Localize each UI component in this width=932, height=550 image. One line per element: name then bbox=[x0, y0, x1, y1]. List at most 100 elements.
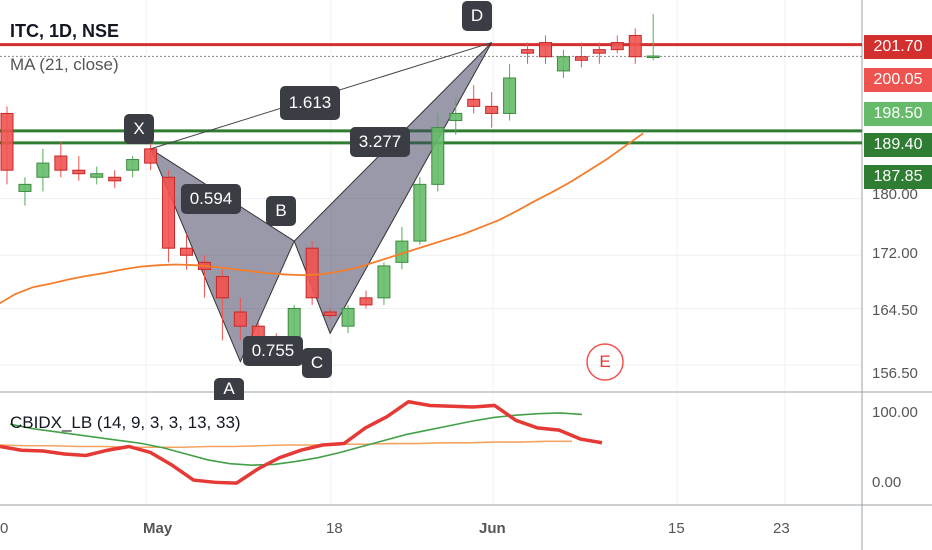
ma-legend[interactable]: MA (21, close) bbox=[10, 55, 119, 74]
candle bbox=[18, 177, 32, 206]
ma-polyline bbox=[0, 132, 644, 305]
candle-body bbox=[323, 311, 337, 317]
candle bbox=[646, 14, 660, 61]
ratio-label-bcd[interactable]: 3.277 bbox=[350, 127, 410, 157]
candle-body bbox=[556, 56, 570, 72]
candle-body bbox=[646, 55, 660, 59]
candle bbox=[556, 49, 570, 78]
price-tick: 164.50 bbox=[872, 302, 918, 319]
candle-body bbox=[233, 311, 247, 327]
candle-body bbox=[449, 112, 463, 122]
candle-body bbox=[215, 276, 229, 299]
candle bbox=[485, 92, 499, 128]
candle-body bbox=[377, 265, 391, 299]
candle-body bbox=[18, 183, 32, 192]
osc-fast-line bbox=[0, 399, 603, 485]
candle-body bbox=[485, 105, 499, 114]
symbol-title[interactable]: ITC, 1D, NSE bbox=[10, 21, 120, 41]
candle bbox=[467, 85, 481, 114]
candle-body bbox=[72, 169, 86, 175]
candle bbox=[54, 141, 68, 178]
candle-body bbox=[503, 77, 517, 114]
price-badge: 189.40 bbox=[864, 133, 932, 157]
candle-body bbox=[144, 148, 158, 164]
price-tick: 172.00 bbox=[872, 245, 918, 262]
candle bbox=[359, 290, 373, 309]
candle bbox=[574, 42, 588, 68]
candle-body bbox=[628, 34, 642, 58]
candle bbox=[0, 106, 14, 185]
candle bbox=[180, 234, 193, 270]
candle-body bbox=[180, 247, 193, 256]
pattern-point-c[interactable]: C bbox=[302, 348, 332, 378]
time-tick: 18 bbox=[326, 520, 343, 537]
candle-body bbox=[574, 56, 588, 61]
candle bbox=[126, 156, 140, 178]
candle bbox=[90, 166, 104, 185]
ratio-label-xab[interactable]: 0.594 bbox=[181, 184, 241, 214]
candle-body bbox=[90, 173, 104, 178]
candle bbox=[305, 241, 319, 305]
candle bbox=[413, 177, 427, 245]
candle bbox=[521, 42, 535, 64]
candle-body bbox=[413, 183, 427, 242]
price-badge: 201.70 bbox=[864, 35, 932, 59]
oscillator-tick: 100.00 bbox=[872, 404, 918, 421]
candle-body bbox=[610, 42, 624, 51]
candle-body bbox=[126, 159, 140, 171]
price-tick: 156.50 bbox=[872, 365, 918, 382]
pattern-point-x[interactable]: X bbox=[124, 114, 154, 144]
candle bbox=[36, 148, 50, 192]
candle-body bbox=[359, 297, 373, 306]
time-tick: May bbox=[143, 520, 173, 537]
time-tick: Jun bbox=[479, 520, 506, 537]
candle-body bbox=[305, 247, 319, 299]
candle-body bbox=[54, 155, 68, 171]
pattern-point-b[interactable]: B bbox=[266, 196, 296, 226]
candle bbox=[108, 170, 122, 188]
candle-body bbox=[539, 42, 552, 58]
candle bbox=[215, 269, 229, 341]
ratio-label-xad[interactable]: 1.613 bbox=[280, 86, 340, 120]
oscillator-legend[interactable]: CBIDX_LB (14, 9, 3, 3, 13, 33) bbox=[10, 413, 241, 432]
ratio-label-abc[interactable]: 0.755 bbox=[243, 336, 303, 366]
price-badge: 198.50 bbox=[864, 102, 932, 126]
candle-body bbox=[108, 176, 122, 182]
candle-body bbox=[36, 162, 50, 178]
candle bbox=[341, 304, 355, 334]
candle bbox=[395, 226, 409, 270]
candle-body bbox=[341, 307, 355, 327]
candle bbox=[628, 28, 642, 64]
candle-body bbox=[431, 127, 445, 185]
earnings-circle bbox=[586, 343, 624, 381]
oscillator-panel bbox=[0, 399, 603, 485]
price-badge: 187.85 bbox=[864, 165, 932, 189]
candle-body bbox=[162, 176, 176, 249]
osc-third-line bbox=[0, 440, 572, 449]
candle bbox=[144, 141, 158, 171]
candle bbox=[233, 297, 247, 341]
pattern-point-a[interactable]: A bbox=[214, 378, 244, 400]
candle bbox=[431, 113, 445, 192]
earnings-marker-label[interactable]: E bbox=[599, 352, 611, 371]
candle-body bbox=[592, 49, 606, 54]
time-tick: 0 bbox=[0, 520, 9, 537]
time-tick: 15 bbox=[668, 520, 685, 537]
time-tick: 23 bbox=[773, 520, 790, 537]
candle-body bbox=[467, 98, 481, 107]
price-tick: 180.00 bbox=[872, 186, 918, 203]
candle bbox=[72, 156, 86, 181]
candle bbox=[503, 63, 517, 121]
price-badge: 200.05 bbox=[864, 68, 932, 92]
candlestick-series bbox=[0, 14, 660, 362]
oscillator-tick: 0.00 bbox=[872, 474, 902, 491]
candle bbox=[449, 99, 463, 135]
pattern-point-d[interactable]: D bbox=[462, 1, 492, 31]
candle bbox=[610, 35, 624, 54]
osc-signal-line bbox=[9, 412, 583, 466]
candle bbox=[162, 170, 176, 263]
earnings-marker-icon[interactable] bbox=[586, 343, 624, 381]
candle bbox=[592, 42, 606, 64]
